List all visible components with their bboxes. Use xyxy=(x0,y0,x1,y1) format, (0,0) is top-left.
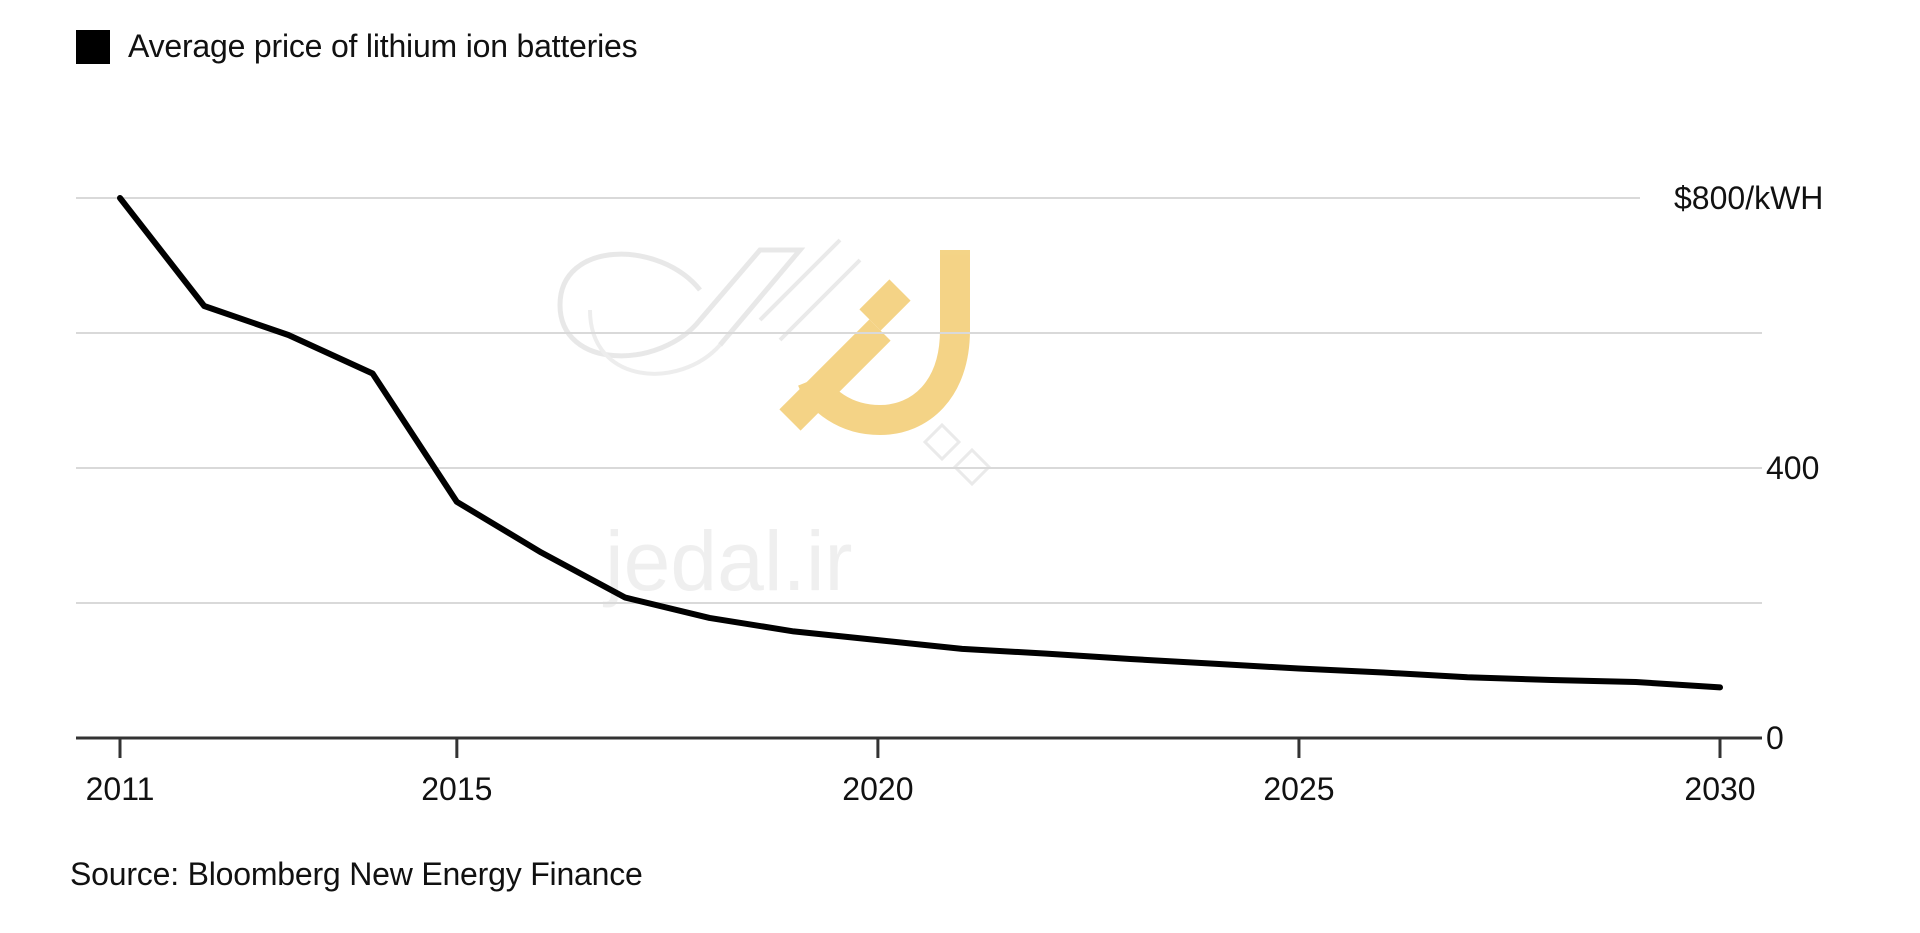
y-tick-label: $800/kWH xyxy=(1674,180,1823,216)
watermark-text: jedal.ir xyxy=(602,514,852,608)
y-axis-labels: 0 400 $800/kWH xyxy=(1674,180,1823,756)
y-tick-label: 0 xyxy=(1766,720,1784,756)
gridlines xyxy=(76,197,1762,604)
source-note: Source: Bloomberg New Energy Finance xyxy=(70,856,643,892)
legend-swatch xyxy=(76,29,110,64)
x-tick-label: 2020 xyxy=(842,771,913,807)
x-axis: 2011 2015 2020 2025 2030 xyxy=(76,736,1762,807)
series-group xyxy=(117,195,1723,691)
x-tick-label: 2015 xyxy=(421,771,492,807)
x-tick-label: 2011 xyxy=(86,771,155,807)
x-tick-label: 2025 xyxy=(1263,771,1334,807)
series-line xyxy=(117,195,1723,691)
y-tick-label: 400 xyxy=(1766,450,1819,486)
legend: Average price of lithium ion batteries xyxy=(76,28,638,65)
legend-label: Average price of lithium ion batteries xyxy=(128,28,638,64)
x-tick-label: 2030 xyxy=(1684,771,1755,807)
watermark-logo: jedal.ir xyxy=(557,238,992,608)
